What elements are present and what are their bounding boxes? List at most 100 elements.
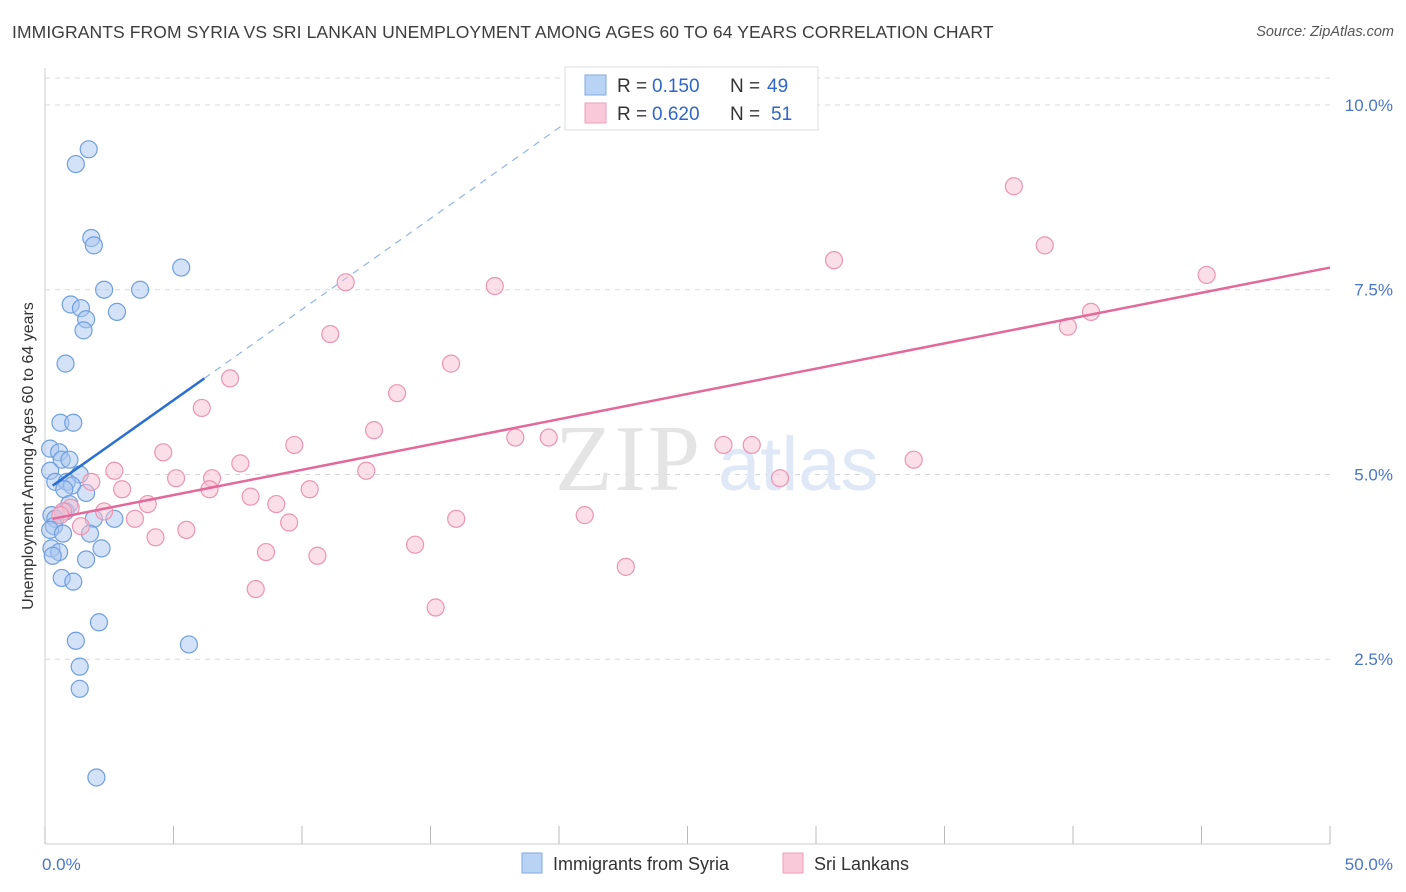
point-srilanka bbox=[177, 520, 196, 540]
x-tick-label-max: 50.0% bbox=[1345, 855, 1393, 874]
point-syria bbox=[60, 450, 79, 469]
point-srilanka bbox=[95, 502, 114, 521]
point-srilanka bbox=[441, 354, 461, 373]
point-srilanka bbox=[904, 450, 923, 469]
bottom-legend-label-syria: Immigrants from Syria bbox=[553, 854, 730, 874]
point-srilanka bbox=[267, 494, 286, 514]
y-tick-label: 7.5% bbox=[1354, 281, 1393, 300]
bottom-legend: Immigrants from Syria Sri Lankans bbox=[521, 852, 909, 874]
point-srilanka bbox=[1081, 302, 1101, 321]
point-srilanka bbox=[146, 528, 165, 547]
point-srilanka bbox=[321, 324, 340, 344]
point-syria bbox=[84, 236, 103, 255]
legend-n-label: N = bbox=[730, 104, 760, 125]
point-srilanka bbox=[616, 557, 635, 576]
point-srilanka bbox=[387, 384, 407, 403]
legend-r-label: R = bbox=[617, 104, 647, 125]
point-srilanka bbox=[220, 369, 240, 388]
point-srilanka bbox=[405, 535, 425, 554]
point-srilanka bbox=[246, 579, 265, 599]
point-srilanka bbox=[539, 428, 558, 447]
point-srilanka bbox=[285, 435, 304, 455]
point-syria bbox=[66, 154, 85, 174]
point-srilanka bbox=[506, 428, 525, 447]
point-srilanka bbox=[357, 461, 376, 480]
point-srilanka bbox=[105, 461, 124, 480]
point-srilanka bbox=[280, 513, 299, 532]
legend-r-label: R = bbox=[617, 76, 647, 97]
bottom-legend-swatch-srilanka bbox=[782, 852, 804, 874]
trend-line-syria-extension bbox=[203, 105, 591, 379]
point-syria bbox=[56, 354, 75, 373]
series-srilanka-points bbox=[51, 177, 1216, 617]
point-syria bbox=[70, 679, 89, 698]
legend: R = 0.150 N = 49 R = 0.620 N = 51 bbox=[564, 66, 819, 131]
point-srilanka bbox=[125, 509, 145, 528]
point-syria bbox=[179, 635, 199, 654]
point-srilanka bbox=[308, 546, 327, 565]
point-srilanka bbox=[447, 509, 466, 528]
point-srilanka bbox=[256, 542, 276, 562]
point-syria bbox=[172, 258, 191, 277]
point-srilanka bbox=[824, 251, 844, 270]
trend-lines-solid bbox=[51, 266, 1331, 521]
point-syria bbox=[74, 321, 93, 340]
point-srilanka bbox=[1197, 265, 1216, 285]
grid-lines bbox=[45, 77, 1330, 660]
point-syria bbox=[95, 280, 114, 299]
legend-n-value: 51 bbox=[771, 104, 792, 125]
point-srilanka bbox=[1004, 177, 1023, 196]
trend-line-srilanka bbox=[52, 266, 1331, 521]
watermark-atlas: atlas bbox=[718, 422, 879, 507]
point-syria bbox=[87, 768, 106, 787]
y-axis-title: Unemployment Among Ages 60 to 64 years bbox=[20, 302, 37, 610]
legend-n-label: N = bbox=[730, 76, 760, 97]
point-syria bbox=[43, 546, 62, 565]
y-tick-label: 5.0% bbox=[1354, 465, 1393, 484]
tick-labels: 2.5% 5.0% 7.5% 10.0% 0.0% 50.0% bbox=[42, 96, 1393, 874]
bottom-legend-label-srilanka: Sri Lankans bbox=[814, 854, 909, 874]
legend-n-value: 49 bbox=[767, 76, 788, 97]
point-syria bbox=[64, 413, 83, 432]
chart-title: IMMIGRANTS FROM SYRIA VS SRI LANKAN UNEM… bbox=[12, 22, 994, 42]
watermark-zip: ZIP bbox=[555, 407, 702, 511]
point-srilanka bbox=[166, 469, 186, 488]
point-syria bbox=[66, 631, 85, 650]
point-srilanka bbox=[1035, 236, 1054, 255]
legend-swatch-syria bbox=[584, 74, 607, 96]
point-srilanka bbox=[71, 517, 91, 536]
point-srilanka bbox=[231, 454, 250, 473]
point-srilanka bbox=[770, 469, 790, 488]
point-syria bbox=[130, 280, 150, 299]
point-syria bbox=[79, 140, 98, 159]
point-srilanka bbox=[714, 435, 733, 455]
point-srilanka bbox=[485, 276, 504, 296]
point-syria bbox=[89, 613, 109, 632]
point-syria bbox=[77, 550, 96, 569]
point-syria bbox=[64, 572, 83, 591]
bottom-legend-swatch-syria bbox=[521, 852, 543, 874]
trend-lines bbox=[203, 105, 591, 379]
point-srilanka bbox=[112, 480, 132, 499]
trend-line-syria bbox=[51, 377, 206, 487]
point-srilanka bbox=[192, 398, 211, 418]
y-tick-label: 2.5% bbox=[1354, 650, 1393, 669]
legend-box bbox=[564, 66, 819, 131]
point-srilanka bbox=[575, 506, 594, 525]
point-syria bbox=[70, 657, 89, 676]
point-syria bbox=[107, 302, 127, 321]
point-srilanka bbox=[364, 421, 384, 440]
legend-r-value: 0.620 bbox=[652, 104, 700, 125]
y-tick-label: 10.0% bbox=[1345, 96, 1393, 115]
point-srilanka bbox=[300, 480, 319, 499]
point-syria bbox=[92, 539, 111, 558]
point-srilanka bbox=[742, 435, 761, 455]
legend-r-value: 0.150 bbox=[652, 76, 700, 97]
point-syria bbox=[53, 524, 73, 543]
point-srilanka bbox=[241, 487, 260, 506]
source-label: Source: ZipAtlas.com bbox=[1256, 24, 1394, 40]
point-srilanka bbox=[336, 273, 355, 292]
legend-swatch-srilanka bbox=[584, 102, 607, 124]
point-srilanka bbox=[154, 443, 173, 462]
